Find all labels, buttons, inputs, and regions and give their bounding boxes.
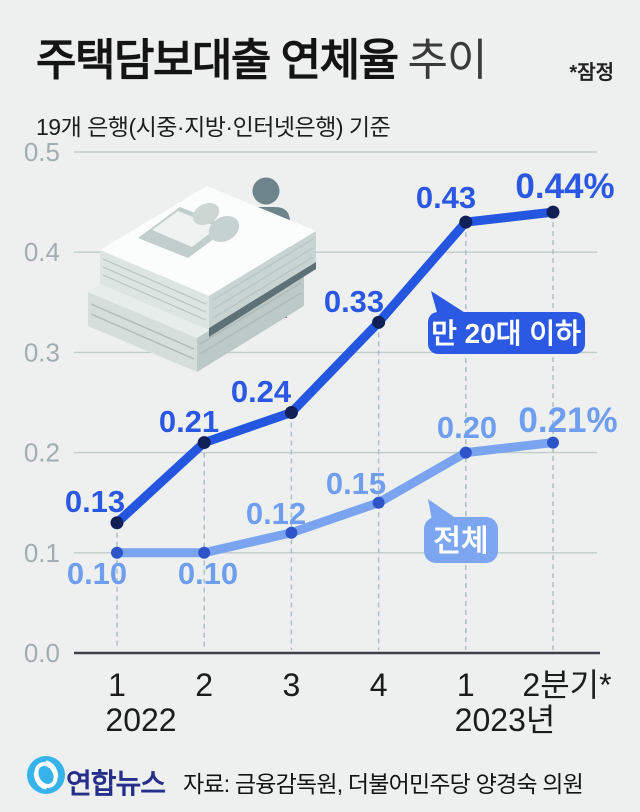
title-main: 주택담보대출 연체율 (36, 36, 399, 85)
bundle-slot (209, 260, 316, 337)
callout-age-under-20s: 만 20대 이하 (428, 291, 585, 354)
y-axis-label: 0.5 (24, 137, 60, 167)
x-tick-label: 1 (457, 667, 475, 703)
data-point-label: 0.44% (515, 167, 614, 206)
series-line-0 (112, 207, 558, 528)
data-point (284, 406, 298, 420)
y-axis-label: 0.1 (24, 538, 60, 568)
x-tick-label: 4 (370, 667, 388, 703)
data-point (197, 436, 211, 450)
x-tick-label: 2 (195, 667, 213, 703)
banknote-bundle-top (100, 186, 316, 330)
callout-label-under-20s: 만 20대 이하 (431, 318, 581, 349)
x-group-label: 2023년 (455, 702, 556, 738)
page-title: 주택담보대출 연체율 추이 (36, 24, 488, 88)
y-axis-label: 0.2 (24, 438, 60, 468)
yonhap-logo-text: 연합뉴스 (66, 768, 166, 799)
x-tick-label: 1 (108, 667, 126, 703)
data-point (372, 315, 386, 329)
footer: 연합뉴스 자료: 금융감독원, 더불어민주당 양경숙 의원 (0, 750, 640, 806)
data-point-label: 0.24 (231, 374, 292, 409)
data-point (285, 526, 298, 539)
data-point-label: 0.10 (67, 556, 127, 591)
source-text: 자료: 금융감독원, 더불어민주당 양경숙 의원 (183, 771, 584, 797)
data-point (372, 496, 385, 509)
callout-total: 전체 (424, 499, 498, 563)
y-axis-label: 0.0 (24, 638, 60, 668)
data-point-label: 0.15 (326, 466, 386, 501)
data-point-label: 0.33 (324, 284, 384, 319)
data-point-label: 0.13 (65, 484, 125, 519)
data-point (111, 546, 123, 559)
series-line-1 (112, 438, 558, 558)
data-point-label: 0.12 (246, 496, 306, 531)
title-note: *잠정 (569, 62, 614, 84)
x-group-label: 2022 (105, 702, 176, 738)
data-point-label: 0.10 (178, 556, 238, 591)
y-axis-label: 0.4 (24, 237, 60, 267)
data-point (459, 215, 473, 229)
title-sub: 추이 (407, 36, 488, 85)
data-point-label: 0.43 (416, 180, 476, 215)
y-axis-label: 0.3 (24, 337, 60, 367)
data-point (459, 446, 472, 459)
data-point-label: 0.21 (159, 404, 219, 439)
x-tick-label: 2분기* (522, 667, 611, 703)
x-tick-label: 3 (283, 667, 301, 703)
data-point (198, 546, 211, 559)
data-point (110, 516, 124, 530)
data-point-label: 0.21% (518, 401, 617, 440)
data-point (546, 205, 560, 219)
axis-labels-layer: 1 2 3 4 1 2분기* 2022 2023년 (105, 667, 611, 738)
chart-subtitle: 19개 은행(시중·지방·인터넷은행) 기준 (36, 114, 391, 140)
callout-label-total: 전체 (433, 525, 488, 558)
money-stack-illustration (88, 177, 316, 372)
data-point (547, 436, 559, 449)
gridlines-layer: 0.5 0.4 0.3 0.2 0.1 0.0 (24, 137, 600, 668)
series-layer: 0.130.210.240.330.43 0.44%0.10 0.100.120.1… (65, 167, 618, 591)
data-point-label: 0.20 (437, 410, 497, 445)
